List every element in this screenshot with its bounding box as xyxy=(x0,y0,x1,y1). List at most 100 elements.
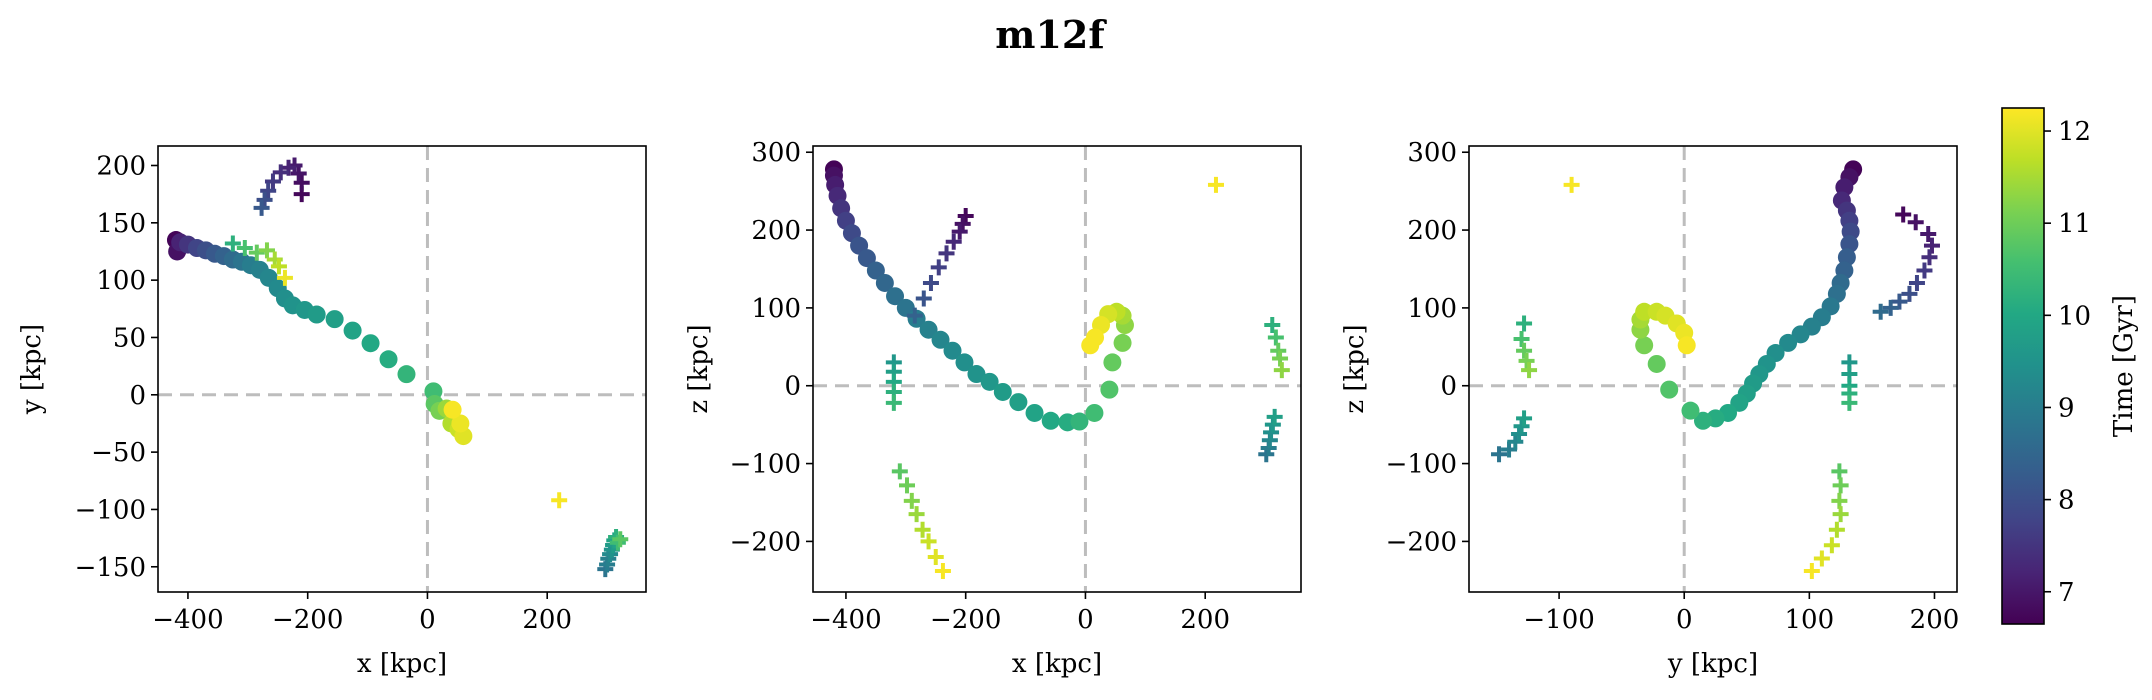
colorbar-tick-label: 11 xyxy=(2058,209,2091,239)
plus-point xyxy=(1832,506,1849,523)
circle-point xyxy=(1070,412,1089,431)
colorbar-tick-label: 7 xyxy=(2058,578,2075,608)
circle-point xyxy=(1100,380,1119,399)
circle-point xyxy=(866,261,885,280)
plus-point xyxy=(885,394,902,411)
plus-point xyxy=(1264,317,1281,334)
plus-point xyxy=(1907,214,1924,231)
plus-point xyxy=(951,223,968,240)
plus-point xyxy=(1921,249,1938,266)
y-tick-label: −100 xyxy=(730,450,801,480)
plus-point xyxy=(1266,408,1283,425)
y-tick-label: 300 xyxy=(1407,138,1457,168)
y-tick-label: −200 xyxy=(1386,527,1457,557)
circle-point xyxy=(1113,333,1132,352)
y-tick-label: 150 xyxy=(96,209,146,239)
x-tick-label: −100 xyxy=(1523,605,1594,635)
circle-point xyxy=(1660,380,1679,399)
circle-point xyxy=(1041,411,1060,430)
circle-point xyxy=(886,287,905,306)
y-tick-label: 50 xyxy=(113,323,146,353)
y-axis-label-xy: y [kpc] xyxy=(17,324,47,415)
plus-point xyxy=(922,274,939,291)
y-tick-label: −100 xyxy=(75,495,146,525)
plus-point xyxy=(1882,299,1899,316)
y-tick-label: 200 xyxy=(96,151,146,181)
x-tick-label: −400 xyxy=(810,605,881,635)
y-tick-label: 0 xyxy=(129,381,146,411)
axes-frame xyxy=(812,145,1302,593)
plus-point xyxy=(1491,446,1508,463)
plus-point xyxy=(270,258,287,275)
circle-point xyxy=(397,365,416,384)
circle-point xyxy=(1103,353,1122,372)
plus-point xyxy=(224,235,241,252)
colorbar-tick-label: 10 xyxy=(2058,301,2091,331)
plus-point xyxy=(1823,537,1840,554)
plus-point xyxy=(1908,274,1925,291)
x-tick-label: 100 xyxy=(1785,605,1835,635)
y-tick-label: 200 xyxy=(1407,216,1457,246)
circle-point xyxy=(943,341,962,360)
plus-point xyxy=(914,521,931,538)
plus-point xyxy=(1521,362,1538,379)
data-points xyxy=(824,160,1290,579)
y-tick-label: 300 xyxy=(751,138,801,168)
plus-point xyxy=(293,174,310,191)
x-axis-label-xy: x [kpc] xyxy=(357,649,447,679)
plus-point xyxy=(930,259,947,276)
circle-point xyxy=(919,320,938,339)
plus-point xyxy=(906,307,923,324)
plus-point xyxy=(1831,463,1848,480)
colorbar-tick-label: 12 xyxy=(2058,117,2091,147)
x-tick-label: 200 xyxy=(522,605,572,635)
y-tick-label: 200 xyxy=(751,216,801,246)
y-tick-label: −50 xyxy=(91,438,146,468)
plus-point xyxy=(260,182,277,199)
plus-point xyxy=(927,548,944,565)
circle-point xyxy=(1025,403,1044,422)
x-tick-label: 0 xyxy=(1077,605,1094,635)
plus-point xyxy=(272,164,289,181)
x-tick-label: −200 xyxy=(272,605,343,635)
panel-xy: −400 −200 0 200 −150 −100 −50 0 50 100 150 200 x [kp… xyxy=(17,145,647,679)
colorbar-tick-label: 8 xyxy=(2058,486,2075,516)
plus-point xyxy=(1832,477,1849,494)
plus-point xyxy=(957,208,974,225)
plus-point xyxy=(1516,410,1533,427)
plus-point xyxy=(253,199,270,216)
y-tick-label: 0 xyxy=(1440,372,1457,402)
plus-point xyxy=(1207,176,1224,193)
plus-point xyxy=(1516,315,1533,332)
circle-point xyxy=(443,400,462,419)
colorbar-ticks: 7 8 9 10 11 12 xyxy=(2044,117,2091,608)
plus-point xyxy=(954,215,971,232)
y-axis-label-xz: z [kpc] xyxy=(684,324,714,413)
plus-point xyxy=(1872,303,1889,320)
plus-point xyxy=(1901,285,1918,302)
circle-point xyxy=(379,350,398,369)
circle-point xyxy=(1085,403,1104,422)
circle-point xyxy=(1635,336,1654,355)
plus-point xyxy=(891,463,908,480)
axes-frame xyxy=(1468,145,1958,593)
x-tick-label: 0 xyxy=(1676,605,1693,635)
x-axis-label-yz: y [kpc] xyxy=(1667,649,1758,679)
plus-point xyxy=(920,533,937,550)
plus-point xyxy=(1518,352,1535,369)
plus-point xyxy=(899,477,916,494)
plus-point xyxy=(256,191,273,208)
circle-point xyxy=(325,310,344,329)
y-tick-label: 100 xyxy=(1407,294,1457,324)
plus-point xyxy=(1513,418,1530,435)
colorbar-gradient xyxy=(2001,107,2045,625)
circle-point xyxy=(993,382,1012,401)
circle-point xyxy=(857,249,876,268)
circle-point xyxy=(1693,411,1712,430)
data-points xyxy=(1491,160,1940,579)
circle-point xyxy=(875,273,894,292)
x-tick-label: 200 xyxy=(1180,605,1230,635)
y-tick-label: 100 xyxy=(96,266,146,296)
circle-point xyxy=(1009,393,1028,412)
